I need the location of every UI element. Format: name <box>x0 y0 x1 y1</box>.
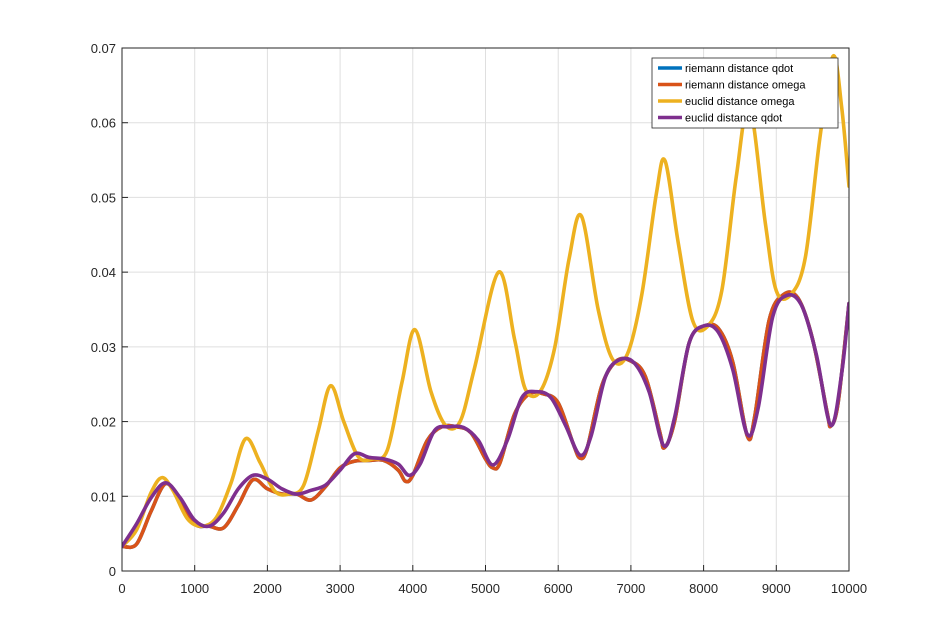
x-tick-label: 8000 <box>689 581 718 596</box>
x-tick-label: 4000 <box>398 581 427 596</box>
x-tick-label: 9000 <box>762 581 791 596</box>
legend: riemann distance qdot riemann distance om… <box>651 57 839 129</box>
x-tick-label: 0 <box>118 581 125 596</box>
legend-label: riemann distance qdot <box>685 63 793 75</box>
y-tick-label: 0.03 <box>91 340 116 355</box>
y-tick-label: 0.02 <box>91 415 116 430</box>
legend-box <box>651 57 839 129</box>
legend-label: euclid distance omega <box>685 96 795 108</box>
y-tick-label: 0.04 <box>91 265 116 280</box>
x-tick-label: 1000 <box>180 581 209 596</box>
y-tick-label: 0.01 <box>91 489 116 504</box>
y-tick-label: 0.06 <box>91 116 116 131</box>
x-tick-label: 2000 <box>253 581 282 596</box>
x-tick-label: 3000 <box>326 581 355 596</box>
legend-label: euclid distance qdot <box>685 113 782 125</box>
y-tick-label: 0.07 <box>91 41 116 56</box>
x-tick-label: 6000 <box>544 581 573 596</box>
x-axis-ticks: 0 1000 2000 3000 4000 5000 6000 7000 8000 9000 100… <box>118 565 867 596</box>
series-line-4 <box>122 292 849 549</box>
x-tick-label: 10000 <box>831 581 867 596</box>
x-tick-label: 7000 <box>616 581 645 596</box>
y-tick-label: 0.05 <box>91 190 116 205</box>
x-tick-label: 5000 <box>471 581 500 596</box>
legend-label: riemann distance omega <box>685 80 806 92</box>
y-tick-label: 0 <box>109 564 116 579</box>
series-lines <box>122 54 849 550</box>
y-axis-ticks: 0 0.01 0.02 0.03 0.04 0.05 0.06 0.07 <box>91 41 128 579</box>
